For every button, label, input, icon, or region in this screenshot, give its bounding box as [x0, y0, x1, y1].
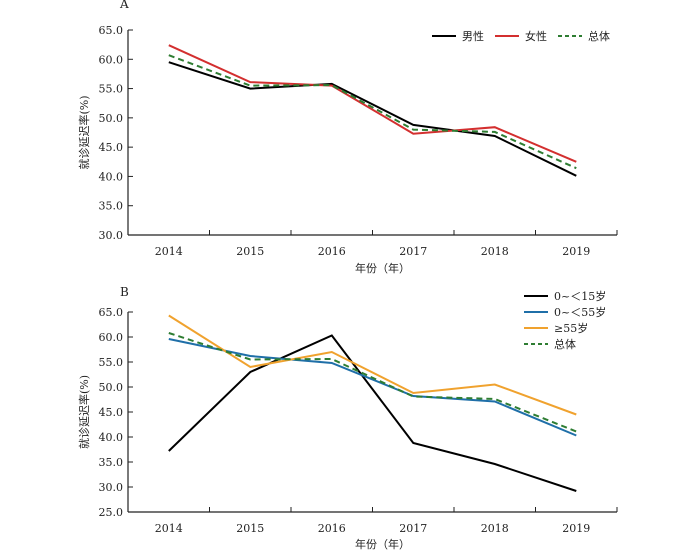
series-line-0 [169, 62, 577, 176]
x-tick-label: 2019 [562, 522, 590, 535]
legend-label: 0~＜15岁 [554, 289, 606, 303]
x-axis-title: 年份（年） [355, 261, 410, 275]
panel-a: A 30.0 35.0 40.0 45.0 50.0 55.0 60.0 65.0 2014 201… [77, 0, 617, 275]
y-tick-label: 65.0 [99, 306, 124, 319]
x-axis-title: 年份（年） [355, 537, 410, 551]
legend-label: 总体 [588, 29, 610, 43]
x-tick-label: 2017 [399, 522, 427, 535]
legend: 男性 女性 总体 [432, 29, 610, 43]
x-tick-label: 2017 [399, 245, 427, 258]
y-tick-label: 25.0 [99, 506, 124, 519]
x-tick-label: 2014 [155, 245, 183, 258]
y-tick-label: 40.0 [99, 170, 124, 183]
legend-label: ≥55岁 [554, 321, 588, 335]
y-axis-title: 就诊延迟率(%) [77, 95, 91, 169]
legend-label: 女性 [525, 29, 547, 43]
legend-label: 总体 [554, 337, 576, 351]
legend-label: 0~＜55岁 [554, 305, 606, 319]
y-tick-label: 45.0 [99, 406, 124, 419]
series-line-0 [169, 336, 577, 492]
y-tick-label: 50.0 [99, 112, 124, 125]
y-tick-label: 55.0 [99, 83, 124, 96]
y-tick-label: 65.0 [99, 24, 124, 37]
y-tick-label: 55.0 [99, 356, 124, 369]
series-line-2 [169, 316, 577, 415]
y-tick-label: 35.0 [99, 456, 124, 469]
series-line-3 [169, 333, 577, 432]
x-tick-label: 2018 [481, 245, 509, 258]
x-tick-label: 2014 [155, 522, 183, 535]
y-tick-label: 30.0 [99, 229, 124, 242]
y-tick-label: 60.0 [99, 331, 124, 344]
x-tick-label: 2019 [562, 245, 590, 258]
y-tick-label: 50.0 [99, 381, 124, 394]
x-tick-label: 2015 [236, 245, 264, 258]
x-tick-label: 2015 [236, 522, 264, 535]
panel-label: A [119, 0, 129, 11]
x-tick-label: 2018 [481, 522, 509, 535]
y-tick-label: 45.0 [99, 141, 124, 154]
y-tick-label: 30.0 [99, 481, 124, 494]
x-tick-label: 2016 [318, 522, 346, 535]
panel-b: B 25.0 30.0 35.0 40.0 45.0 50.0 55.0 60.0 65.0 201… [77, 285, 617, 551]
legend-label: 男性 [462, 29, 484, 43]
panel-label: B [120, 285, 129, 299]
x-tick-label: 2016 [318, 245, 346, 258]
y-tick-label: 35.0 [99, 200, 124, 213]
y-tick-label: 40.0 [99, 431, 124, 444]
y-axis-title: 就诊延迟率(%) [77, 375, 91, 449]
y-tick-label: 60.0 [99, 53, 124, 66]
